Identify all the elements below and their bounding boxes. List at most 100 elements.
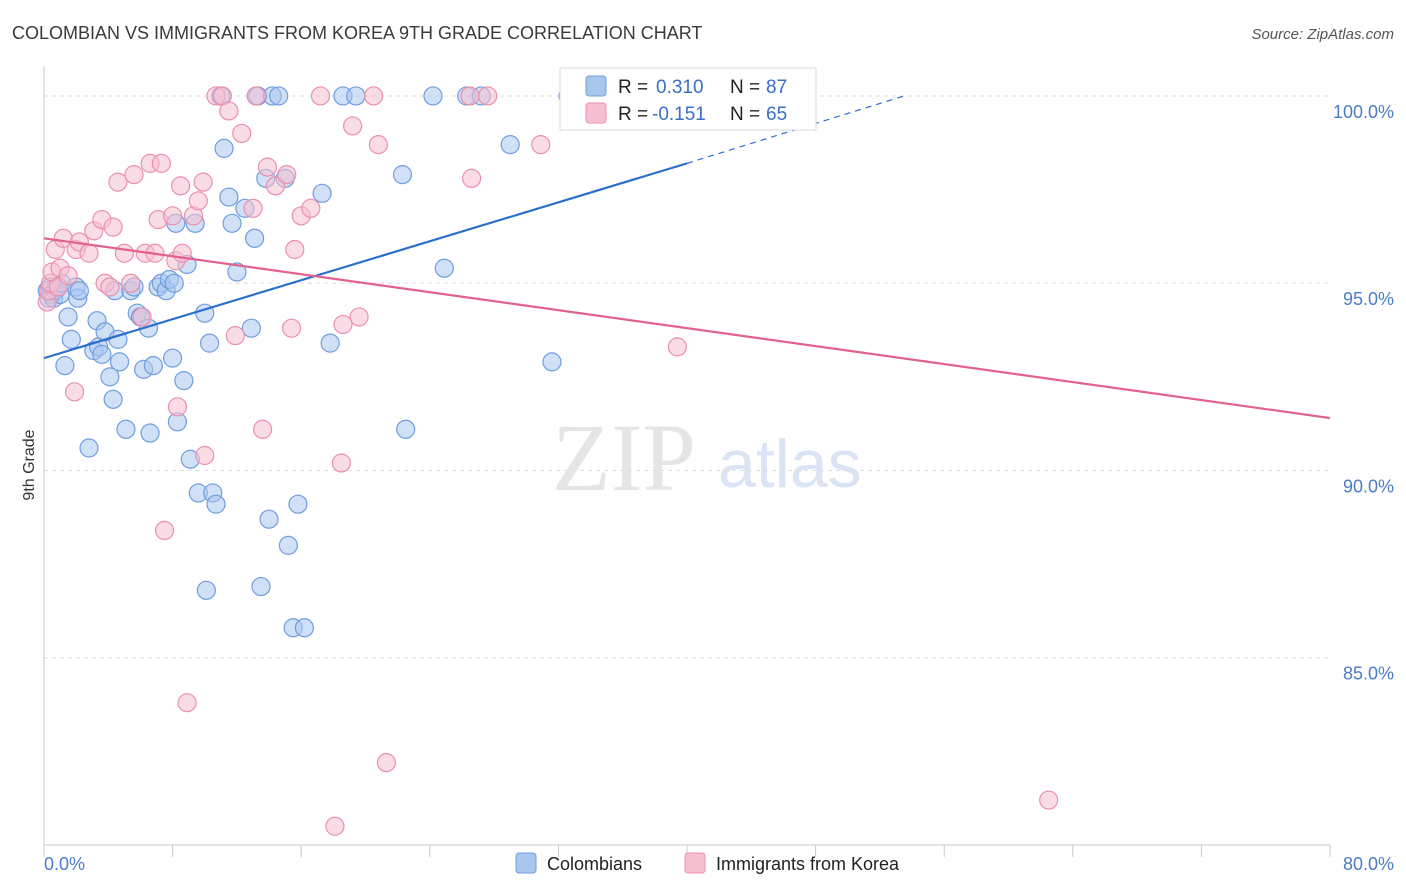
korea-point-42 — [225, 326, 245, 346]
korea-point-12 — [79, 243, 99, 263]
korea-point-16 — [100, 277, 120, 297]
colombians-point-75 — [346, 86, 366, 106]
korea-point-60 — [363, 86, 384, 106]
colombians-point-64 — [259, 509, 279, 529]
legend-r-value-korea: -0.151 — [652, 104, 706, 125]
colombians-point-68 — [278, 535, 298, 555]
colombians-point-55 — [219, 187, 239, 207]
legend-n-value-colombians: 87 — [766, 77, 787, 98]
korea-point-46 — [253, 419, 273, 439]
korea-point-67 — [667, 337, 687, 357]
colombians-point-49 — [196, 580, 216, 600]
colombians-point-54 — [214, 138, 234, 158]
legend-n-value-korea: 65 — [766, 104, 787, 125]
korea-point-8 — [58, 266, 78, 286]
y-tick-label-3: 85.0% — [1343, 664, 1394, 684]
korea-point-19 — [114, 243, 134, 263]
korea-point-54 — [310, 86, 331, 106]
colombians-point-82 — [500, 135, 520, 155]
watermark: ZIP atlas — [552, 404, 862, 511]
korea-point-31 — [167, 397, 188, 417]
korea-point-20 — [121, 273, 141, 293]
series-legend: Colombians Immigrants from Korea — [515, 852, 900, 874]
colombians-point-56 — [222, 213, 242, 233]
korea-point-68 — [1039, 790, 1059, 810]
colombians-point-26 — [116, 419, 136, 439]
colombians-point-14 — [69, 281, 89, 301]
korea-point-61 — [368, 135, 388, 155]
korea-point-56 — [331, 453, 351, 473]
korea-point-22 — [132, 307, 152, 327]
legend-swatch-korea — [585, 102, 607, 124]
colombians-point-25 — [109, 352, 130, 372]
colombians-point-9 — [55, 356, 75, 376]
stats-legend: R = 0.310 N = 87 R = -0.151 N = 65 — [559, 67, 817, 131]
y-tick-label-1: 95.0% — [1343, 289, 1394, 309]
bottom-legend-korea: Immigrants from Korea — [716, 854, 900, 874]
korea-point-34 — [177, 693, 197, 713]
legend-r-label-colombians: R = — [618, 77, 648, 98]
x-tick-label-max: 80.0% — [1343, 854, 1394, 874]
colombians-point-21 — [100, 367, 120, 387]
korea-point-41 — [219, 101, 239, 121]
korea-point-66 — [531, 135, 551, 155]
korea-point-18 — [108, 172, 128, 192]
korea-point-36 — [188, 191, 208, 211]
korea-point-62 — [376, 753, 396, 773]
colombians-point-15 — [79, 438, 99, 458]
colombians-point-72 — [312, 183, 332, 203]
korea-point-51 — [285, 239, 305, 260]
bottom-legend-colombians: Colombians — [547, 854, 642, 874]
korea-point-32 — [171, 176, 191, 196]
korea-point-37 — [193, 172, 213, 192]
colombians-point-70 — [288, 494, 308, 514]
trend-lines — [43, 95, 1331, 420]
colombians-point-19 — [92, 344, 112, 364]
axes — [43, 66, 1331, 857]
legend-n-label-colombians: N = — [730, 77, 760, 98]
korea-point-9 — [64, 382, 85, 402]
y-axis-label: 9th Grade — [21, 429, 38, 500]
colombians-point-59 — [241, 318, 261, 338]
colombians-point-83 — [542, 352, 562, 372]
korea-point-45 — [246, 86, 266, 106]
korea-point-17 — [103, 217, 123, 237]
x-tick-label-min: 0.0% — [44, 854, 85, 874]
colombians-point-22 — [103, 389, 123, 409]
colombians-point-76 — [392, 165, 413, 185]
korea-point-47 — [257, 157, 278, 177]
colombians-point-77 — [396, 419, 416, 439]
gridlines — [44, 95, 1330, 659]
chart-title: COLOMBIAN VS IMMIGRANTS FROM KOREA 9TH G… — [12, 23, 702, 43]
y-tick-labels: 100.0% 95.0% 90.0% 85.0% — [1333, 102, 1394, 684]
bottom-legend-swatch-korea — [684, 852, 706, 874]
bottom-legend-swatch-colombians — [515, 852, 537, 874]
korea-point-55 — [325, 816, 345, 836]
korea-point-49 — [277, 165, 297, 185]
korea-point-38 — [195, 445, 215, 466]
legend-swatch-colombians — [585, 75, 607, 97]
series-korea — [37, 86, 1059, 836]
legend-r-value-colombians: 0.310 — [656, 77, 704, 98]
watermark-atlas: atlas — [718, 426, 862, 502]
watermark-zip: ZIP — [552, 404, 696, 511]
korea-point-58 — [343, 116, 363, 136]
korea-point-27 — [151, 153, 171, 173]
korea-point-43 — [232, 123, 252, 144]
korea-point-28 — [154, 520, 175, 541]
colombians-point-39 — [163, 348, 183, 368]
y-tick-label-0: 100.0% — [1333, 102, 1394, 122]
korea-point-63 — [460, 86, 480, 106]
colombians-point-11 — [61, 329, 81, 349]
trend-colombians — [43, 162, 688, 360]
korea-point-21 — [124, 165, 144, 185]
colombians-point-60 — [244, 228, 265, 248]
korea-point-44 — [243, 198, 263, 218]
colombians-point-79 — [434, 258, 454, 278]
colombians-point-43 — [174, 370, 194, 391]
colombians-point-66 — [269, 86, 289, 106]
colombians-point-78 — [423, 86, 443, 106]
colombians-point-33 — [140, 423, 160, 443]
colombians-point-50 — [199, 333, 220, 353]
